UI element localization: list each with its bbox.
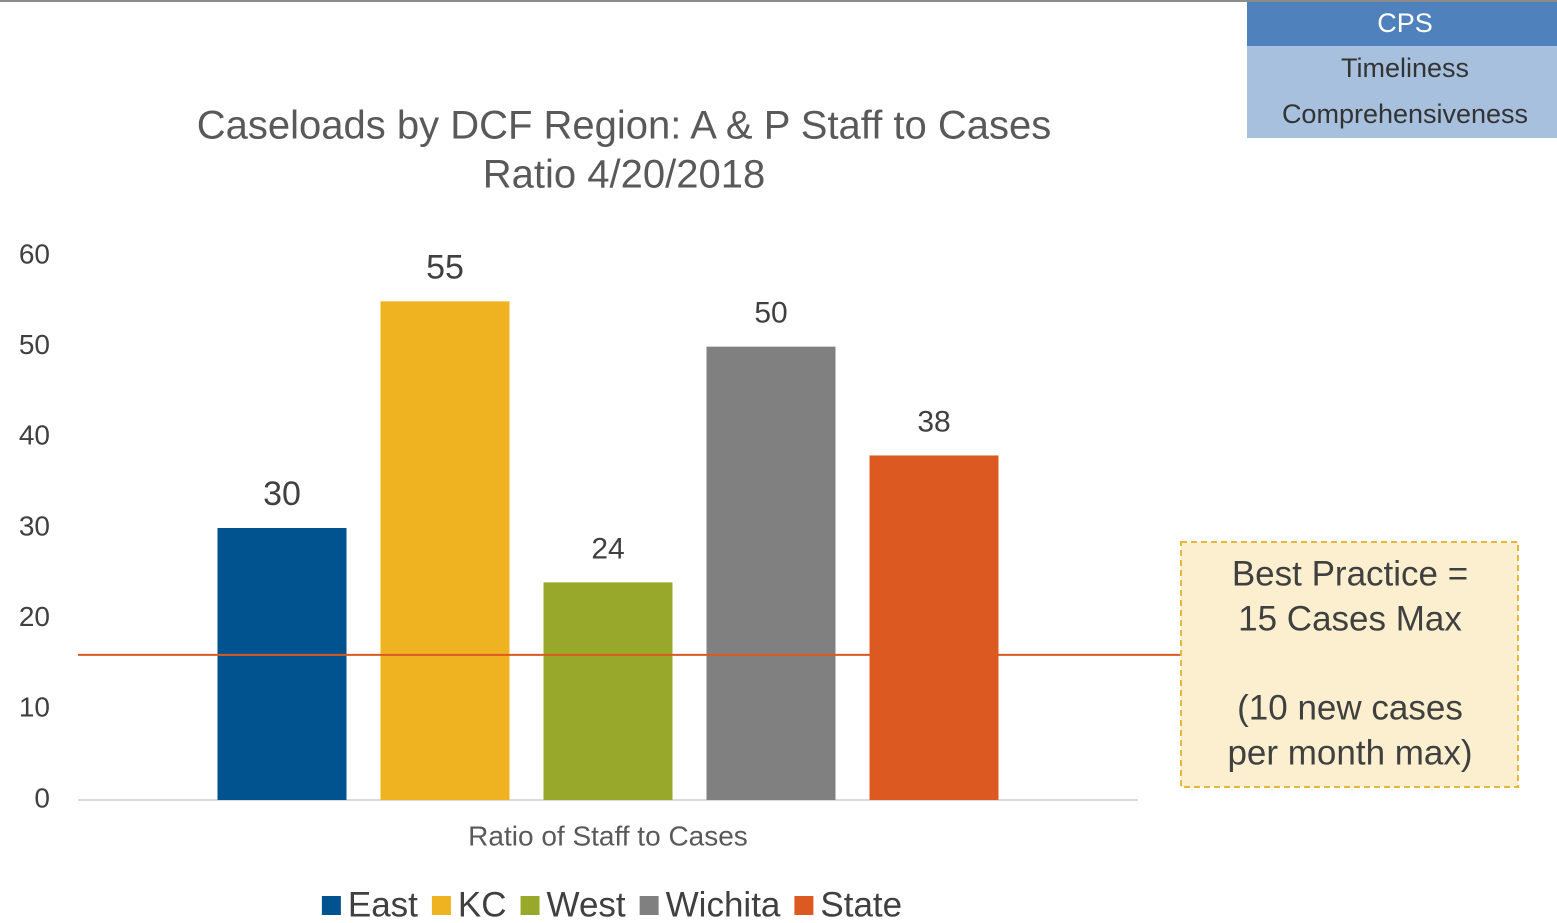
- chart-title: Caseloads by DCF Region: A & P Staff to …: [197, 104, 1052, 148]
- legend-swatch: [520, 896, 540, 915]
- y-tick-label: 0: [34, 782, 50, 813]
- bar: [543, 582, 673, 800]
- y-tick-label: 10: [19, 692, 50, 723]
- bar: [217, 528, 347, 800]
- data-label: 30: [263, 475, 301, 513]
- nav-item: CPS: [1377, 8, 1433, 38]
- legend-label: Wichita: [666, 885, 781, 923]
- annotation-text: (10 new cases: [1237, 688, 1463, 727]
- y-tick-label: 60: [19, 238, 50, 269]
- annotation-box: [1180, 541, 1519, 788]
- x-tick-label: Ratio of Staff to Cases: [468, 820, 748, 851]
- data-label: 55: [426, 248, 464, 286]
- nav-row: [1247, 2, 1557, 46]
- nav-row: [1247, 92, 1557, 138]
- nav-item: Comprehensiveness: [1282, 99, 1528, 129]
- legend-swatch: [639, 896, 659, 915]
- legend-label: East: [348, 885, 418, 923]
- data-label: 38: [917, 405, 950, 438]
- annotation-text: Best Practice =: [1232, 554, 1468, 593]
- bar: [869, 455, 999, 800]
- nav-item: Timeliness: [1341, 53, 1469, 83]
- chart-title: Ratio 4/20/2018: [483, 153, 765, 197]
- legend-label: KC: [458, 885, 507, 923]
- annotation-text: per month max): [1227, 733, 1472, 772]
- legend-label: State: [820, 885, 902, 923]
- legend-swatch: [321, 896, 341, 915]
- y-tick-label: 20: [19, 601, 50, 632]
- legend-label: West: [547, 885, 626, 923]
- data-label: 50: [754, 297, 787, 330]
- data-label: 24: [591, 532, 624, 565]
- legend-swatch: [794, 896, 814, 915]
- y-tick-label: 40: [19, 420, 50, 451]
- bar: [380, 301, 510, 800]
- bar: [706, 346, 836, 800]
- annotation-text: 15 Cases Max: [1238, 599, 1462, 638]
- legend-swatch: [431, 896, 451, 915]
- y-tick-label: 50: [19, 329, 50, 360]
- nav-row: [1247, 46, 1557, 92]
- y-tick-label: 30: [19, 510, 50, 541]
